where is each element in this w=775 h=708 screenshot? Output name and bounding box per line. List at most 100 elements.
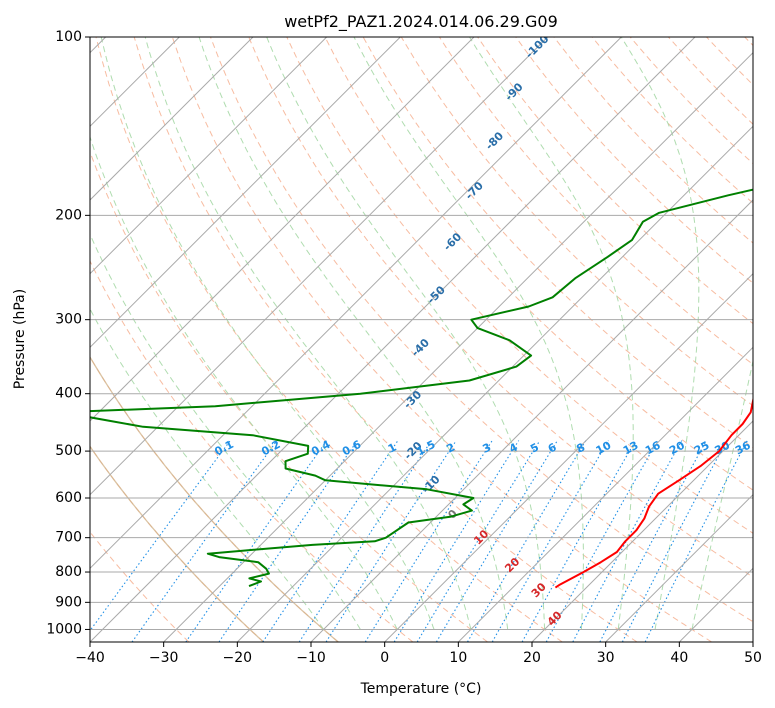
isotherm-line [531, 420, 753, 642]
mixing-ratio-line [90, 440, 231, 632]
moist-adiabat-line [100, 37, 435, 630]
y-tick-label: 200 [55, 207, 82, 223]
isotherm-line [90, 37, 401, 349]
moist-adiabat-line [90, 308, 325, 630]
x-tick-label: 50 [744, 650, 762, 666]
y-tick-label: 100 [55, 29, 82, 45]
moist-adiabat-line [90, 232, 361, 630]
axes: −40 −30 −20 −10 0 10 20 30 40 5010020030040050060… [46, 29, 762, 666]
mixing-ratio-label: 10 [594, 439, 614, 458]
y-tick-label: 400 [55, 386, 82, 402]
moist-adiabat-line [144, 37, 472, 630]
dry-adiabat-line [744, 37, 753, 47]
mixing-ratio-line [545, 440, 659, 642]
y-tick-label: 500 [55, 443, 82, 459]
mixing-ratio-label: 4 [507, 440, 520, 455]
dry-adiabat-label: -70 [463, 179, 486, 202]
mixing-ratio-line [393, 440, 520, 642]
x-tick-label: −20 [223, 650, 253, 666]
temperature-trace [554, 396, 753, 589]
dry-adiabat-label: 10 [471, 527, 491, 547]
isotherm-line [90, 37, 696, 642]
y-tick-label: 300 [55, 312, 82, 328]
mixing-ratio-line [364, 440, 493, 642]
moist-adiabat-line [691, 358, 753, 630]
y-tick-label: 800 [55, 564, 82, 580]
isotherm-line [678, 567, 753, 642]
mixing-ratio-label: 25 [692, 439, 712, 458]
dry-adiabat-label: -90 [502, 80, 525, 103]
y-axis-label: Pressure (hPa) [12, 289, 28, 389]
mixing-ratio-line [325, 440, 457, 642]
mixing-ratio-line [621, 440, 728, 642]
isotherm-line [236, 125, 753, 642]
dry-adiabat-line [706, 37, 753, 86]
mixing-ratio-label: 13 [621, 439, 641, 458]
x-tick-label: 0 [380, 650, 389, 666]
mixing-ratio-line [185, 440, 328, 642]
dry-adiabat-line [248, 37, 753, 578]
mixing-ratio-label: 36 [733, 439, 753, 458]
mixing-ratio-label: 0.1 [212, 438, 235, 459]
x-tick-label: −40 [75, 650, 105, 666]
dry-adiabat-label: -80 [483, 129, 506, 152]
x-tick-label: 40 [670, 650, 688, 666]
sounding-traces [90, 188, 753, 589]
y-tick-label: 900 [55, 594, 82, 610]
mixing-ratio-line [491, 440, 609, 642]
mixing-ratio-label: 1.5 [414, 438, 437, 459]
dewpoint-trace [90, 188, 753, 588]
mixing-ratio-label: 5 [528, 441, 541, 456]
isotherm-line [384, 272, 753, 642]
mixing-ratio-label: 0.4 [309, 438, 333, 459]
x-tick-label: 20 [523, 650, 541, 666]
mixing-ratio-line [599, 440, 707, 642]
mixing-ratio-line [435, 440, 558, 642]
dry-adiabat-label: -40 [409, 336, 432, 359]
isotherm-line [605, 493, 753, 642]
moist-adiabat-line [353, 37, 584, 630]
dry-adiabat-line [668, 37, 753, 125]
dry-adiabat-line [324, 37, 753, 491]
mixing-ratio-label: 20 [667, 439, 687, 458]
isotherm-line [90, 37, 328, 275]
mixing-ratio-line [131, 440, 278, 642]
mixing-ratio-line [572, 440, 683, 642]
x-tick-label: −30 [149, 650, 179, 666]
dry-adiabat-line [171, 37, 712, 642]
dry-adiabat-line [591, 37, 753, 204]
isentrope-line [90, 355, 339, 642]
x-tick-label: 10 [449, 650, 467, 666]
x-tick-label: 30 [597, 650, 615, 666]
moist-adiabat-line [266, 37, 546, 630]
dry-adiabat-label: -60 [441, 230, 464, 253]
background-lines [90, 37, 753, 642]
dry-adiabat-line [95, 37, 563, 642]
mixing-ratio-label: 8 [574, 441, 587, 456]
y-tick-label: 700 [55, 530, 82, 546]
dry-adiabat-line [286, 37, 753, 534]
dry-adiabat-label: -30 [401, 388, 424, 411]
isotherm-line [163, 51, 753, 642]
mixing-ratio-line [218, 440, 358, 642]
chart-title: wetPf2_PAZ1.2024.014.06.29.G09 [284, 12, 558, 32]
y-tick-label: 600 [55, 490, 82, 506]
moist-adiabat-line [469, 37, 634, 630]
mixing-ratio-line [416, 440, 541, 642]
isotherm-line [90, 37, 549, 496]
dry-adiabat-line [90, 356, 339, 642]
dry-adiabat-line [90, 531, 190, 642]
y-tick-label: 1000 [46, 621, 82, 637]
moist-adiabat-line [90, 135, 398, 630]
mixing-ratio-label: 16 [643, 439, 663, 458]
mixing-ratio-label: 6 [546, 440, 559, 455]
isotherm-line [752, 641, 753, 642]
plot-frame [89, 36, 754, 643]
dry-adiabat-line [133, 37, 638, 642]
x-tick-label: −10 [296, 650, 326, 666]
mixing-ratio-line [262, 440, 399, 642]
dry-adiabat-label: 30 [529, 580, 549, 600]
isotherm-line [310, 199, 753, 642]
x-axis-label: Temperature (°C) [360, 681, 482, 697]
